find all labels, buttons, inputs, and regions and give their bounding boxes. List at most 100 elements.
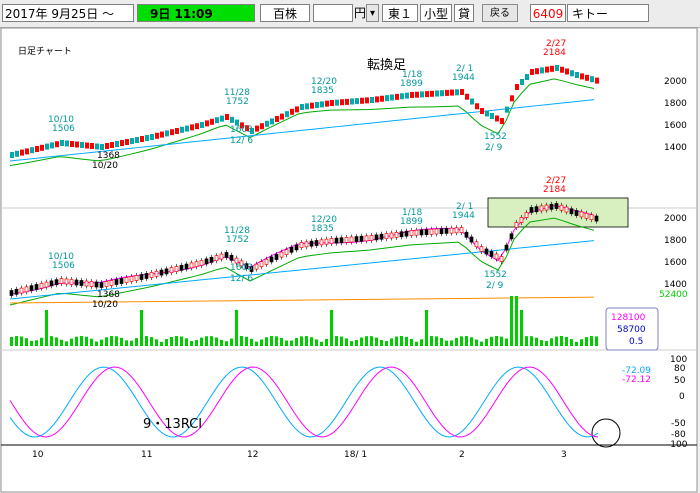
- volume-bar: [155, 339, 158, 346]
- candle-body: [314, 240, 319, 246]
- annotation-low-date: 10/20: [92, 161, 118, 171]
- volume-bar: [125, 340, 128, 346]
- volume-bar: [370, 336, 373, 346]
- price-bar: [595, 77, 599, 84]
- candle-body: [564, 206, 569, 213]
- candle-body: [504, 244, 509, 251]
- price-bar: [155, 132, 159, 139]
- currency-input[interactable]: [313, 4, 353, 22]
- volume-bar: [150, 337, 153, 346]
- volume-bar: [35, 340, 38, 346]
- stock-name-field[interactable]: キトー: [567, 4, 649, 22]
- price-bar: [160, 131, 164, 138]
- volume-info-box: [605, 307, 659, 351]
- volume-bar: [200, 337, 203, 346]
- rci-axis-label: -80: [671, 430, 686, 440]
- volume-bar: [185, 338, 188, 346]
- candle-body: [144, 273, 149, 279]
- ma-mid-line-mid: [9, 217, 595, 306]
- volume-bar: [315, 339, 318, 346]
- price-bar: [505, 106, 509, 113]
- candle-body: [404, 230, 409, 237]
- candle-body: [514, 222, 519, 228]
- volume-bar: [545, 340, 548, 346]
- annotation-mid-price: 2184: [543, 185, 566, 195]
- price-bar: [115, 141, 119, 147]
- volume-bar: [565, 336, 568, 346]
- volume-bar: [430, 336, 433, 346]
- volume-bar: [350, 341, 353, 346]
- candle-body: [284, 249, 289, 256]
- annotation-top-date: 2/ 1: [456, 64, 473, 74]
- price-bar: [270, 118, 274, 125]
- volume-bar: [120, 337, 123, 346]
- volume-bar: [135, 338, 138, 346]
- volume-bar: [170, 336, 173, 346]
- time-field[interactable]: 9日 11:09: [137, 4, 255, 22]
- rci-circle-marker[interactable]: [591, 418, 621, 448]
- annotation-top-date: 2/27: [546, 39, 566, 49]
- price-bar: [265, 120, 269, 127]
- volume-bar: [595, 336, 598, 346]
- candle-body: [584, 212, 589, 219]
- candle-body: [524, 212, 529, 218]
- volume-bar: [75, 336, 78, 346]
- candle-body: [424, 229, 429, 235]
- volume-bar: [355, 339, 358, 346]
- volume-bar: [405, 336, 408, 346]
- volume-bar: [195, 340, 198, 346]
- price-bar: [25, 148, 29, 155]
- candle-body: [259, 261, 264, 268]
- candle-body: [289, 246, 294, 253]
- annotation-low-price: 1552: [484, 132, 507, 142]
- price-bar: [430, 90, 434, 97]
- highlight-range-box[interactable]: [487, 197, 629, 228]
- price-bar: [125, 139, 129, 145]
- volume-bar: [180, 336, 183, 346]
- candle-body: [309, 240, 314, 247]
- volume-bar: [540, 340, 543, 346]
- price-bar: [235, 119, 239, 126]
- volume-bar: [40, 337, 43, 346]
- price-bar: [590, 76, 594, 83]
- volume-bar: [285, 340, 288, 346]
- price-bar: [110, 142, 114, 148]
- price-bar: [15, 150, 19, 157]
- price-bar: [490, 113, 494, 119]
- currency-dropdown-icon[interactable]: ▾: [366, 4, 379, 22]
- price-bar: [245, 125, 249, 132]
- price-bar: [145, 135, 149, 141]
- price-bar: [445, 89, 449, 96]
- candle-body: [104, 281, 109, 287]
- price-bar: [285, 111, 289, 118]
- rci-axis-label: 0: [679, 392, 685, 402]
- price-bar: [305, 103, 309, 110]
- volume-bar: [570, 339, 573, 346]
- volume-bar: [480, 341, 483, 346]
- price-bar: [500, 118, 504, 124]
- candle-body: [419, 229, 424, 236]
- volume-bar: [525, 336, 528, 346]
- annotation-low-date: 12/ 6: [230, 136, 253, 146]
- price-bar: [435, 90, 439, 97]
- date-field[interactable]: 2017年 9月25日 ～: [2, 4, 134, 22]
- price-bar: [170, 129, 174, 136]
- candle-body: [139, 274, 144, 280]
- candle-body: [464, 231, 469, 238]
- annotation-top-price: 2184: [543, 48, 566, 58]
- candle-body: [489, 251, 494, 257]
- volume-bar: [210, 336, 213, 346]
- stock-code-field[interactable]: 6409: [530, 4, 566, 22]
- volume-bar: [555, 336, 558, 346]
- price-bar: [60, 140, 64, 146]
- back-button[interactable]: 戻る: [482, 4, 518, 22]
- price-bar: [545, 66, 549, 73]
- price-bar: [45, 143, 49, 150]
- volume-bar: [280, 337, 283, 346]
- volume-bar: [450, 340, 453, 346]
- volume-bar: [270, 336, 273, 346]
- price-bar: [95, 143, 99, 150]
- price-bar: [345, 98, 349, 105]
- annotation-mid-price: 1899: [400, 217, 423, 227]
- price-bar: [390, 94, 394, 101]
